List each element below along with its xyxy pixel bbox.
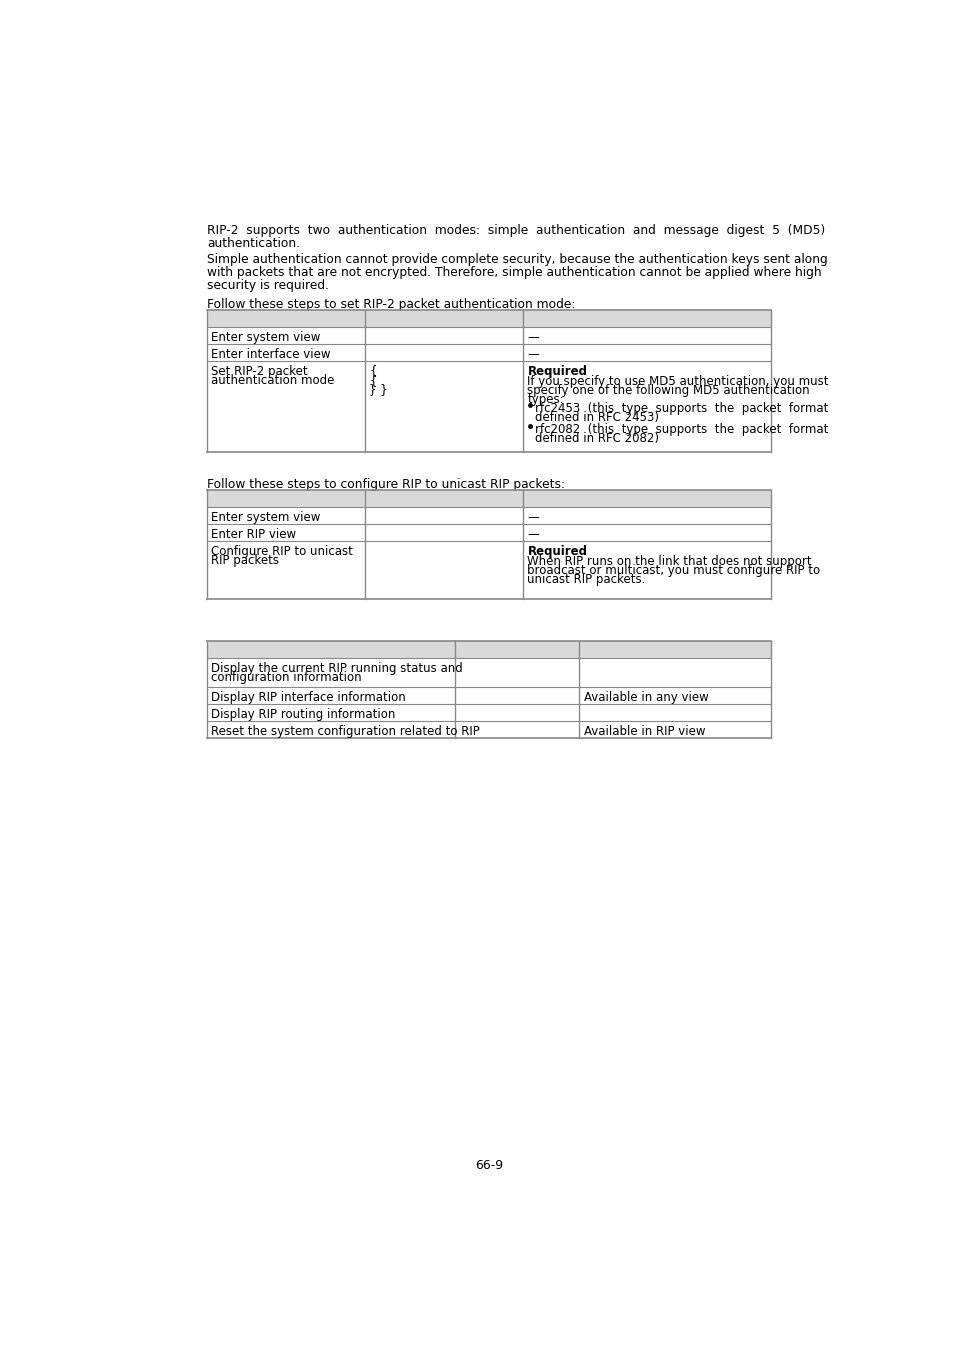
Bar	[522, 524, 770, 541]
Bar	[364, 490, 522, 508]
Bar	[578, 705, 770, 721]
Bar	[364, 541, 522, 598]
Text: Display RIP routing information: Display RIP routing information	[212, 707, 395, 721]
Bar	[455, 641, 578, 657]
Bar	[207, 524, 364, 541]
Text: rfc2453  (this  type  supports  the  packet  format: rfc2453 (this type supports the packet f…	[535, 402, 828, 416]
Bar	[207, 641, 455, 657]
Text: authentication mode: authentication mode	[212, 374, 335, 386]
Bar	[207, 344, 364, 360]
Text: } }: } }	[369, 383, 388, 396]
Text: Enter RIP view: Enter RIP view	[212, 528, 296, 541]
Bar	[207, 705, 455, 721]
Bar	[364, 360, 522, 451]
Text: Set RIP-2 packet: Set RIP-2 packet	[212, 364, 308, 378]
Bar	[578, 641, 770, 657]
Text: Required: Required	[527, 364, 587, 378]
Text: Display RIP interface information: Display RIP interface information	[212, 691, 406, 703]
Text: unicast RIP packets.: unicast RIP packets.	[527, 574, 645, 586]
Bar	[207, 721, 455, 738]
Bar	[207, 687, 455, 705]
Text: Configure RIP to unicast: Configure RIP to unicast	[212, 544, 353, 558]
Text: broadcast or multicast, you must configure RIP to: broadcast or multicast, you must configu…	[527, 564, 820, 576]
Text: defined in RFC 2082): defined in RFC 2082)	[535, 432, 659, 446]
Bar	[578, 687, 770, 705]
Bar	[364, 310, 522, 327]
Text: types:: types:	[527, 393, 563, 406]
Bar	[207, 508, 364, 524]
Bar	[364, 327, 522, 344]
Bar	[578, 657, 770, 687]
Text: security is required.: security is required.	[207, 279, 329, 292]
Bar	[455, 657, 578, 687]
Bar	[522, 310, 770, 327]
Bar	[522, 327, 770, 344]
Bar	[364, 344, 522, 360]
Text: rfc2082  (this  type  supports  the  packet  format: rfc2082 (this type supports the packet f…	[535, 423, 828, 436]
Bar	[207, 657, 455, 687]
Text: configuration information: configuration information	[212, 671, 362, 684]
Bar	[455, 687, 578, 705]
Text: Enter system view: Enter system view	[212, 331, 320, 344]
Text: {: {	[369, 374, 376, 386]
Bar	[455, 721, 578, 738]
Bar	[522, 541, 770, 598]
Text: Follow these steps to configure RIP to unicast RIP packets:: Follow these steps to configure RIP to u…	[207, 478, 564, 491]
Text: Enter system view: Enter system view	[212, 510, 320, 524]
Text: {: {	[369, 364, 376, 378]
Text: defined in RFC 2453): defined in RFC 2453)	[535, 412, 659, 424]
Bar	[364, 508, 522, 524]
Text: Follow these steps to set RIP-2 packet authentication mode:: Follow these steps to set RIP-2 packet a…	[207, 298, 575, 312]
Bar	[522, 344, 770, 360]
Bar	[578, 721, 770, 738]
Text: If you specify to use MD5 authentication, you must: If you specify to use MD5 authentication…	[527, 374, 828, 387]
Bar	[522, 490, 770, 508]
Text: Required: Required	[527, 544, 587, 558]
Text: Available in RIP view: Available in RIP view	[583, 725, 704, 738]
Text: —: —	[527, 528, 538, 541]
Text: specify one of the following MD5 authentication: specify one of the following MD5 authent…	[527, 383, 809, 397]
Text: —: —	[527, 347, 538, 360]
Text: Simple authentication cannot provide complete security, because the authenticati: Simple authentication cannot provide com…	[207, 252, 826, 266]
Text: —: —	[527, 331, 538, 344]
Text: RIP-2  supports  two  authentication  modes:  simple  authentication  and  messa: RIP-2 supports two authentication modes:…	[207, 224, 824, 236]
Bar	[207, 310, 364, 327]
Bar	[522, 508, 770, 524]
Text: authentication.: authentication.	[207, 236, 299, 250]
Bar	[522, 360, 770, 451]
Bar	[207, 327, 364, 344]
Text: —: —	[527, 510, 538, 524]
Bar	[207, 541, 364, 598]
Bar	[207, 360, 364, 451]
Text: RIP packets: RIP packets	[212, 554, 279, 567]
Text: with packets that are not encrypted. Therefore, simple authentication cannot be : with packets that are not encrypted. The…	[207, 266, 821, 279]
Bar	[207, 490, 364, 508]
Text: Available in any view: Available in any view	[583, 691, 708, 703]
Text: Enter interface view: Enter interface view	[212, 347, 331, 360]
Text: When RIP runs on the link that does not support: When RIP runs on the link that does not …	[527, 555, 811, 568]
Text: Reset the system configuration related to RIP: Reset the system configuration related t…	[212, 725, 479, 738]
Bar	[364, 524, 522, 541]
Bar	[455, 705, 578, 721]
Text: 66-9: 66-9	[475, 1160, 502, 1172]
Text: Display the current RIP running status and: Display the current RIP running status a…	[212, 662, 463, 675]
